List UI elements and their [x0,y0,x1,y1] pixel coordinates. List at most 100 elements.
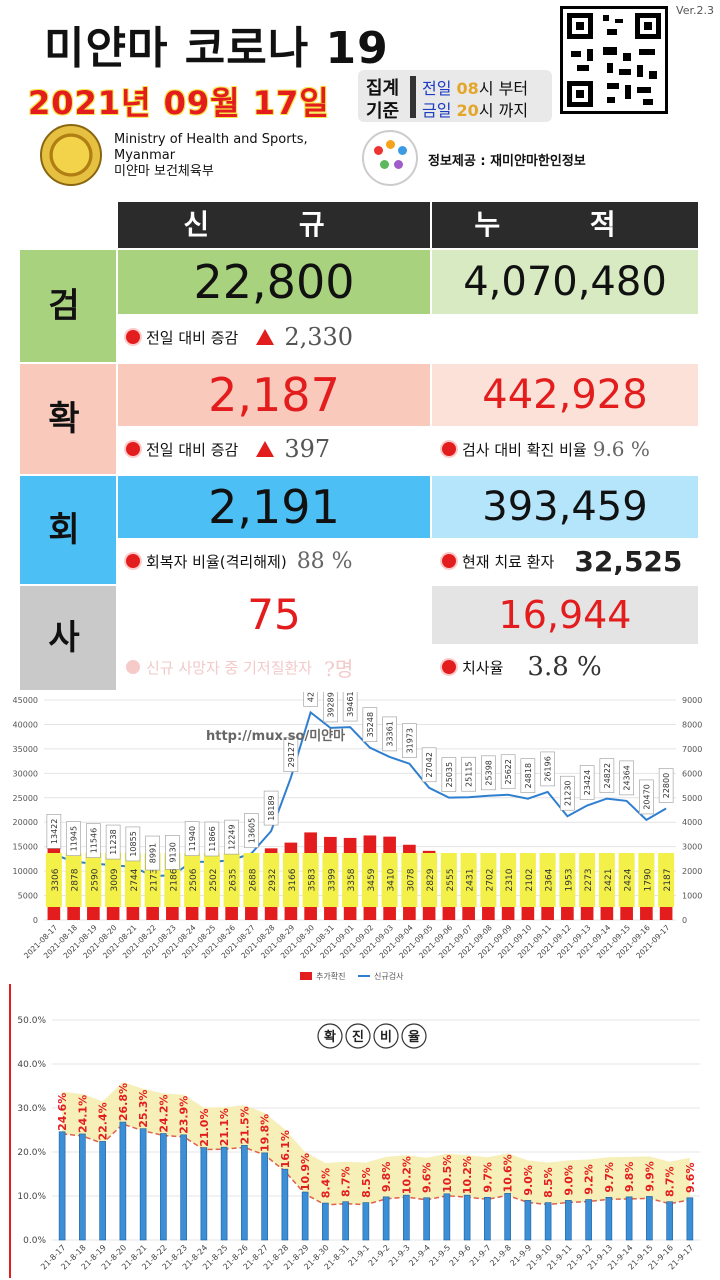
right-tick-label: 6000 [682,769,702,778]
bullet-icon [126,554,140,568]
confirmed-value-label: 3410 [387,868,397,891]
tests-label-box [244,813,259,848]
legend-confirmed: 추가확진 [316,971,345,981]
right-tick-label: 4000 [682,818,702,827]
ratio-value-label: 8.4% [319,1168,332,1199]
confirmed-label-box [302,853,319,907]
increase-arrow-icon [256,329,275,345]
y-tick-label: 10.0% [17,1192,46,1202]
header-new: 신 규 [118,202,430,248]
confirmed-value-label: 3459 [367,868,377,891]
ratio-value-label: 9.6% [684,1163,697,1194]
confirmed-label-box [342,853,359,907]
right-tick-label: 5000 [682,794,702,803]
tests-label-box [579,765,595,800]
tests-label-box [105,824,121,860]
ratio-bar [362,1202,370,1241]
confirmed-value-label: 2555 [446,869,456,892]
confirmed-label-box [638,853,655,907]
ratio-value-label: 9.7% [603,1162,616,1193]
confirmed-value-label: 2502 [209,869,219,892]
right-tick-label: 8000 [682,720,702,729]
ratio-bar [342,1201,349,1241]
qr-code-icon[interactable] [560,6,668,114]
tests-total-value: 4,070,480 [432,250,698,314]
source-credit: 정보제공 : 재미얀마한인정보 [428,154,586,169]
positivity-ratio-row: 검사 대비 확진 비율 9.6 % [432,426,698,472]
ratio-value-label: 22.4% [97,1102,110,1140]
deaths-underlying-row: 신규 사망자 중 기저질환자 ?명 [118,644,430,690]
confirmed-value-label: 2688 [248,868,258,891]
confirmed-value-label: 2702 [485,869,495,892]
positivity-ratio-chart: 24.6% 24.1% 22.4% 26.8% 25.3% 24.2% 23.9% 21.0%… [0,984,720,1278]
confirmed-label-box [500,853,517,907]
tests-value-label: 33361 [386,721,395,746]
confirmed-label-box [184,853,201,907]
title-char-circle [345,1023,371,1049]
tests-label-box [86,823,101,858]
y-tick-label: 50.0% [17,1016,46,1026]
tests-value-label: 25115 [465,761,474,786]
tests-label-box [224,819,239,855]
ratio-value-label: 9.2% [583,1164,596,1195]
period-label-bottom: 기준 [366,101,400,122]
tests-value-label: 11866 [208,826,217,851]
page-title: 미얀마 코로나 19 [44,23,389,74]
tests-label-box [441,757,457,792]
left-tick-label: 35000 [13,745,38,754]
left-tick-label: 5000 [18,892,38,901]
ratio-bar [504,1193,511,1241]
tests-value-label: 11940 [188,826,197,851]
bullet-icon [126,442,140,456]
confirmed-label-box [519,853,536,907]
ratio-bar [160,1133,167,1241]
confirmed-value-label: 2102 [525,869,535,892]
tests-value-label: 25622 [504,759,513,784]
active-cases-row: 현재 치료 환자 32,525 [432,538,700,584]
ratio-bar [585,1199,592,1241]
tests-label-box [481,755,496,791]
confirmed-value-label: 3078 [406,868,416,891]
confirmed-value-label: 1953 [564,869,574,892]
confirmed-label-box [45,853,62,907]
confirmed-value-label: 3306 [51,868,61,891]
ratio-bar [625,1196,633,1241]
confirmed-label-box [243,853,260,907]
ratio-bar [544,1202,552,1241]
ratio-bar [180,1134,187,1241]
confirmed-value-label: 2186 [169,868,179,891]
confirmed-value-label: 2506 [189,868,199,891]
recovered-new-value: 2,191 [118,476,430,538]
recovery-ratio-row: 회복자 비율(격리해제) 88 % [118,538,430,584]
confirmed-new-value: 2,187 [118,364,430,426]
ministry-name: Ministry of Health and Sports, Myanmar 미… [114,132,308,179]
title-char-circle [317,1023,343,1049]
confirmed-value-label: 2590 [90,868,100,891]
tests-label-box [283,737,299,772]
ratio-value-label: 8.5% [360,1167,373,1198]
bullet-icon [442,442,456,456]
right-tick-label: 0 [682,916,687,925]
tests-label-box [461,756,476,792]
tests-value-label: 25398 [484,760,493,785]
left-tick-label: 15000 [13,843,38,852]
left-tick-label: 45000 [13,696,38,705]
ratio-bar [58,1131,66,1241]
tests-value-label: 42464 [307,692,316,702]
ratio-value-label: 24.2% [157,1094,170,1132]
row-label-deaths: 사 망 [20,586,116,762]
confirmed-label-box [401,853,418,907]
ratio-value-label: 10.2% [400,1156,413,1194]
chart-watermark: http://mux.so/미얀마 [206,728,345,744]
ratio-bar [220,1146,228,1241]
left-tick-label: 10000 [13,867,38,876]
right-tick-label: 2000 [682,867,702,876]
left-tick-label: 30000 [13,769,38,778]
tests-label-box [540,751,555,787]
tests-label-box [342,692,358,722]
ratio-bar [79,1133,86,1241]
confirmed-label-box [539,853,556,907]
left-tick-label: 40000 [13,720,38,729]
ratio-value-label: 25.3% [137,1090,150,1128]
ratio-bar [565,1200,572,1241]
